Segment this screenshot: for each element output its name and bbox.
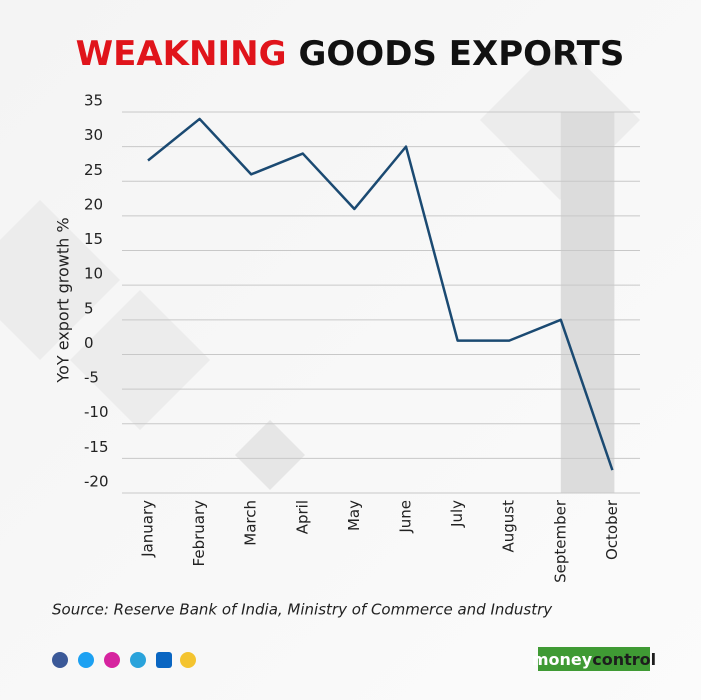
logo: moneycontrol	[532, 650, 656, 669]
x-tick-label: October	[603, 499, 621, 560]
y-tick-label: 30	[84, 126, 103, 144]
logo-part: money	[532, 650, 593, 669]
y-tick-label: -5	[84, 369, 99, 387]
y-tick-label: -10	[84, 403, 109, 421]
x-tick-label: September	[551, 499, 569, 583]
x-tick-label: February	[190, 500, 208, 567]
logo-box	[538, 647, 650, 671]
logo-part: control	[592, 650, 656, 669]
title-part: GOODS EXPORTS	[299, 34, 625, 74]
line	[147, 117, 614, 471]
source: Source: Reserve Bank of India, Ministry …	[52, 601, 553, 619]
social-icons	[52, 652, 196, 668]
y-tick-label: 10	[84, 265, 103, 283]
y-axis-label: YoY export growth %	[54, 217, 73, 383]
chart-title: WEAKNING GOODS EXPORTS	[76, 34, 625, 74]
y-tick-label: -15	[84, 438, 109, 456]
y-tick-label: -20	[84, 473, 109, 491]
y-tick-label: 25	[84, 161, 103, 179]
x-tick-label: August	[500, 500, 518, 553]
y-tick-label: 5	[84, 299, 94, 317]
x-tick-label: January	[139, 500, 157, 558]
x-tick-label: April	[293, 500, 311, 534]
y-tick-label: 35	[84, 92, 103, 110]
x-tick-label: May	[345, 500, 363, 531]
shaded-region	[560, 112, 615, 493]
x-tick-label: June	[397, 500, 415, 534]
y-tick-label: 15	[84, 230, 103, 248]
x-tick-label: March	[242, 500, 260, 546]
x-tick-label: July	[448, 500, 466, 528]
y-tick-label: 20	[84, 195, 103, 213]
title-part: WEAKNING	[76, 34, 287, 74]
y-tick-label: 0	[84, 334, 94, 352]
